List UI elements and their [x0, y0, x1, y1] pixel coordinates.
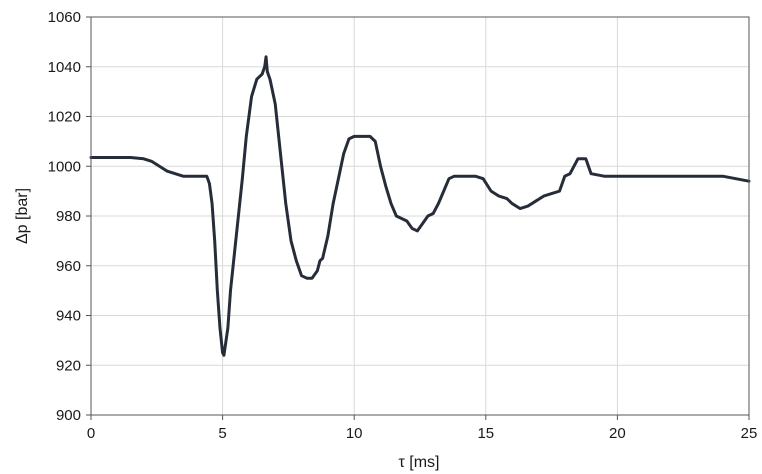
x-tick-label: 25	[741, 425, 758, 442]
y-tick-label: 1000	[48, 158, 81, 175]
series-line	[91, 57, 749, 356]
series-line-group	[91, 57, 749, 356]
x-tick-label: 10	[346, 425, 363, 442]
y-tick-label: 960	[56, 258, 81, 275]
axes	[86, 17, 749, 420]
x-axis-label: τ [ms]	[399, 454, 440, 471]
y-tick-label: 920	[56, 357, 81, 374]
y-tick-label: 1060	[48, 9, 81, 26]
x-tick-label: 20	[609, 425, 626, 442]
y-tick-label: 900	[56, 407, 81, 424]
x-tick-labels: 0 5 10 15 20 25	[87, 425, 758, 442]
y-tick-label: 1020	[48, 109, 81, 126]
y-axis-label: Δp [bar]	[14, 188, 31, 244]
x-tick-label: 5	[218, 425, 226, 442]
y-tick-label: 980	[56, 208, 81, 225]
y-tick-labels: 900 920 940 960 980 1000 1020 1040 1060	[48, 9, 81, 424]
y-tick-label: 940	[56, 308, 81, 325]
x-tick-label: 0	[87, 425, 95, 442]
x-tick-label: 15	[477, 425, 494, 442]
gridlines	[91, 17, 749, 415]
y-tick-label: 1040	[48, 59, 81, 76]
